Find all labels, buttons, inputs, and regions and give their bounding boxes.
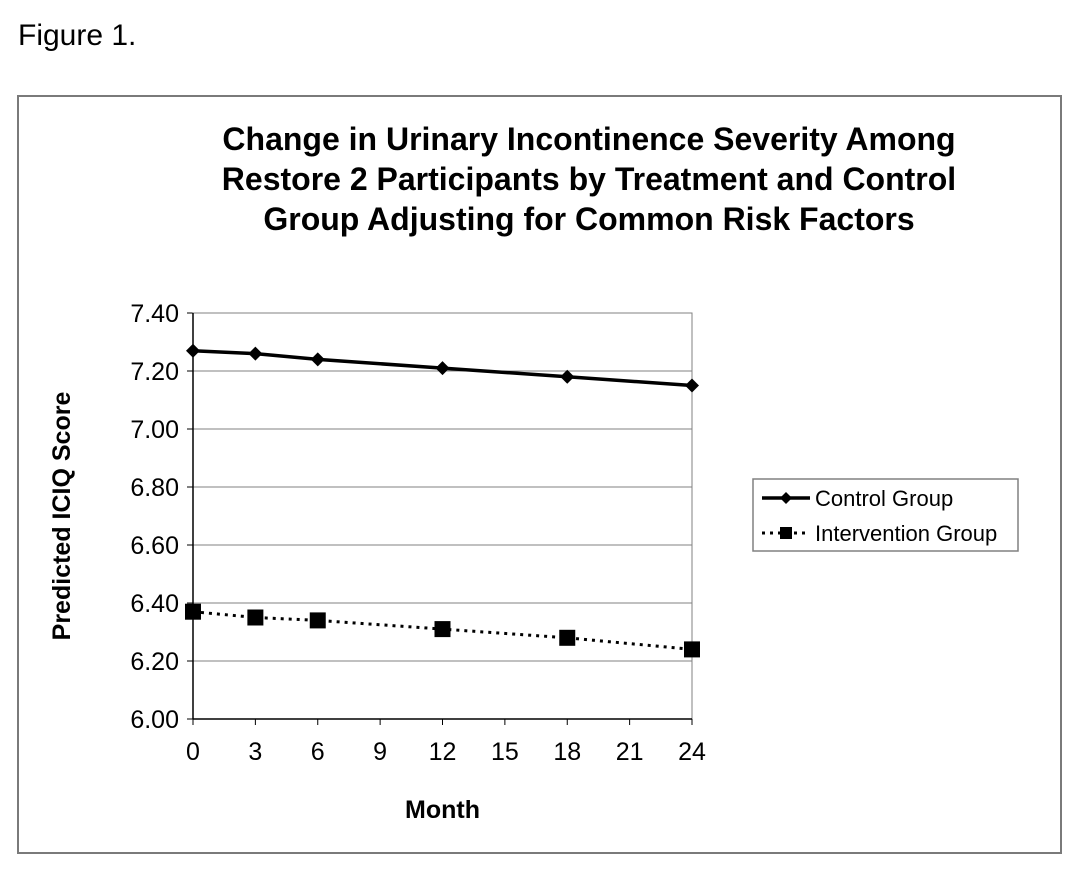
x-tick-label: 18	[553, 738, 581, 766]
data-point-diamond	[310, 352, 325, 367]
y-tick-label: 7.20	[130, 358, 179, 386]
y-tick-label: 6.20	[130, 648, 179, 676]
legend-label: Control Group	[815, 486, 953, 511]
data-point-square	[684, 641, 700, 658]
y-tick-label: 7.40	[130, 300, 179, 328]
x-tick-label: 24	[678, 738, 706, 766]
data-point-diamond	[435, 361, 450, 376]
gridlines	[187, 312, 692, 720]
legend-marker-diamond	[780, 492, 792, 504]
x-tick-label: 12	[429, 738, 457, 766]
x-tick-label: 15	[491, 738, 519, 766]
legend-marker-square	[780, 527, 792, 539]
y-tick-label: 6.80	[130, 474, 179, 502]
x-tick-label: 6	[311, 738, 325, 766]
y-tick-label: 7.00	[130, 416, 179, 444]
chart-title-line: Restore 2 Participants by Treatment and …	[222, 161, 956, 197]
x-tick-label: 9	[373, 738, 387, 766]
y-axis-title: Predicted ICIQ Score	[48, 392, 76, 641]
figure-label: Figure 1.	[18, 19, 137, 52]
data-point-diamond	[560, 369, 575, 384]
data-point-square	[434, 621, 451, 638]
data-point-square	[247, 609, 264, 626]
y-tick-label: 6.00	[130, 706, 179, 734]
series-line	[192, 348, 693, 388]
legend-label: Intervention Group	[815, 521, 997, 546]
series-0	[186, 343, 699, 393]
series-1	[185, 603, 700, 658]
data-point-diamond	[685, 378, 699, 393]
x-tick-label: 0	[186, 738, 200, 766]
data-point-square	[559, 629, 576, 646]
y-tick-label: 6.60	[130, 532, 179, 560]
chart-title: Change in Urinary Incontinence Severity …	[222, 121, 956, 237]
x-tick-label: 3	[248, 738, 262, 766]
data-point-diamond	[248, 346, 263, 361]
data-point-diamond	[186, 343, 200, 358]
series	[185, 343, 700, 658]
chart-title-line: Change in Urinary Incontinence Severity …	[222, 121, 955, 157]
y-tick-labels: 6.00 6.20 6.40 6.60 6.80 7.00 7.20 7.40	[130, 300, 179, 734]
x-tick-label: 21	[616, 738, 644, 766]
x-axis-title: Month	[405, 796, 480, 824]
x-tick-labels: 0 3 6 9 12 15 18 21 24	[186, 738, 706, 766]
y-tick-label: 6.40	[130, 590, 179, 618]
legend-box	[752, 478, 1019, 552]
axes	[192, 313, 693, 725]
data-point-square	[185, 603, 201, 620]
legend: Control Group Intervention Group	[752, 478, 1019, 552]
chart-frame	[17, 95, 1062, 854]
data-point-square	[309, 612, 326, 629]
chart-title-line: Group Adjusting for Common Risk Factors	[263, 201, 914, 237]
